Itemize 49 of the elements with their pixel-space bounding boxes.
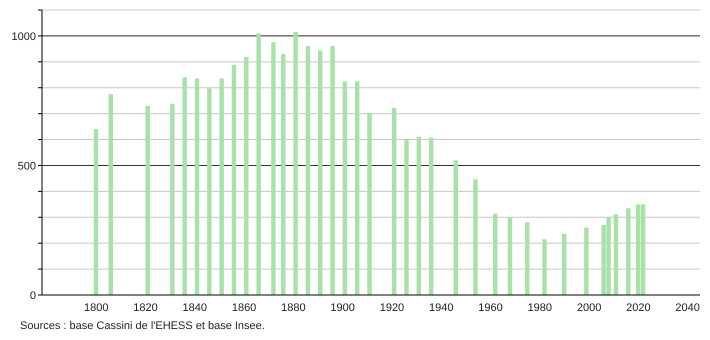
y-tick-label: 500 [18,160,36,172]
x-tick-label: 1800 [84,302,108,314]
bar [194,78,200,295]
y-tick-label: 0 [30,290,36,302]
bar [367,112,372,295]
bar [170,104,175,295]
x-tick-label: 1880 [281,302,306,314]
y-tick-label: 1000 [12,30,36,43]
x-tick-label: 2000 [576,302,602,314]
x-tick-label: 2020 [626,302,651,314]
bar [94,129,98,295]
bar [244,56,249,295]
bar [182,77,187,295]
bar [232,64,236,295]
bar [342,82,348,295]
bar [281,54,286,295]
x-tick-label: 1900 [330,302,355,314]
bar [404,140,409,295]
bar [416,136,422,295]
bar [492,214,498,295]
bar [584,228,589,295]
bar [330,46,335,295]
x-tick-label: 1840 [182,302,208,314]
bar [207,88,212,295]
x-tick-label: 2040 [675,302,700,314]
bar [219,78,224,295]
bar [354,82,360,295]
bar [318,50,322,295]
bar [626,208,631,295]
bar [454,160,458,295]
x-tick-label: 1940 [428,302,454,314]
bar [306,46,310,295]
x-tick-label: 1960 [478,302,503,314]
bar [392,108,396,295]
x-tick-label: 1920 [380,302,404,314]
bar [146,106,150,295]
bar [428,137,434,295]
source-note: Sources : base Cassini de l'EHESS et base Insee. [20,320,265,332]
x-tick-label: 1860 [232,302,256,314]
bar [614,214,618,295]
x-tick-label: 1980 [528,302,552,314]
x-tick-label: 1820 [133,302,158,314]
bar [562,234,566,295]
bar [293,32,298,295]
bar [271,42,276,295]
bar [256,33,261,295]
bar [473,179,478,295]
bar [108,94,113,295]
bar [525,222,530,295]
